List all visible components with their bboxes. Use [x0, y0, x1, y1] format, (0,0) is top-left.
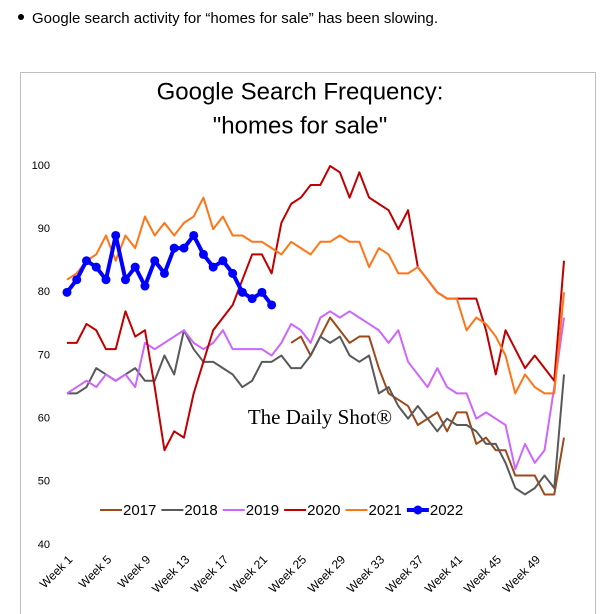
point-marker [257, 287, 267, 297]
series-line [65, 233, 274, 307]
point-marker [247, 294, 257, 304]
series-line [67, 165, 565, 452]
point-marker [218, 256, 228, 266]
y-tick-label: 50 [38, 476, 50, 488]
point-marker [140, 281, 150, 291]
point-marker [189, 230, 199, 240]
point-marker [198, 249, 208, 259]
x-tick-label: Week 5 [76, 552, 115, 591]
legend-label: 2020 [307, 502, 340, 519]
point-marker [237, 287, 247, 297]
point-marker [159, 268, 169, 278]
x-tick-label: Week 25 [266, 552, 309, 595]
chart-title: "homes for sale" [213, 112, 387, 139]
x-tick-label: Week 49 [500, 552, 543, 595]
point-marker [62, 287, 72, 297]
series-line [66, 196, 565, 395]
legend-label: 2021 [369, 502, 402, 519]
point-marker [208, 262, 218, 272]
legend-label: 2017 [123, 502, 156, 519]
y-tick-label: 90 [38, 223, 50, 235]
legend-label: 2022 [430, 502, 463, 519]
series-line [67, 329, 565, 496]
x-tick-label: Week 37 [383, 552, 426, 595]
x-tick-label: Week 41 [422, 552, 465, 595]
legend-marker [413, 505, 423, 515]
note: Google search activity for “homes for sa… [32, 10, 438, 27]
point-marker [111, 230, 121, 240]
y-tick-label: 80 [38, 286, 50, 298]
legend-label: 2019 [246, 502, 279, 519]
chart-frame [20, 72, 596, 614]
legend-label: 2018 [184, 502, 217, 519]
y-tick-label: 100 [32, 160, 50, 172]
chart-title: Google Search Frequency: [157, 78, 444, 105]
x-tick-label: Week 17 [188, 552, 231, 595]
watermark: The Daily Shot® [248, 405, 392, 429]
point-marker [228, 268, 238, 278]
point-marker [267, 300, 277, 310]
x-tick-label: Week 33 [344, 552, 387, 595]
x-tick-label: Week 13 [149, 552, 192, 595]
point-marker [130, 262, 140, 272]
x-tick-label: Week 21 [227, 552, 270, 595]
point-marker [120, 275, 130, 285]
point-marker [91, 262, 101, 272]
point-marker [150, 256, 160, 266]
x-tick-label: Week 29 [305, 552, 348, 595]
x-tick-label: Week 45 [461, 552, 504, 595]
y-tick-label: 70 [38, 349, 50, 361]
point-marker [101, 275, 111, 285]
point-marker [179, 243, 189, 253]
point-marker [81, 256, 91, 266]
point-marker [72, 275, 82, 285]
x-tick-label: Week 9 [115, 552, 154, 591]
x-tick-label: Week 1 [37, 552, 76, 591]
series-line [66, 310, 565, 471]
bullet [18, 14, 24, 20]
point-marker [169, 243, 179, 253]
y-tick-label: 40 [38, 539, 50, 551]
y-tick-label: 60 [38, 413, 50, 425]
